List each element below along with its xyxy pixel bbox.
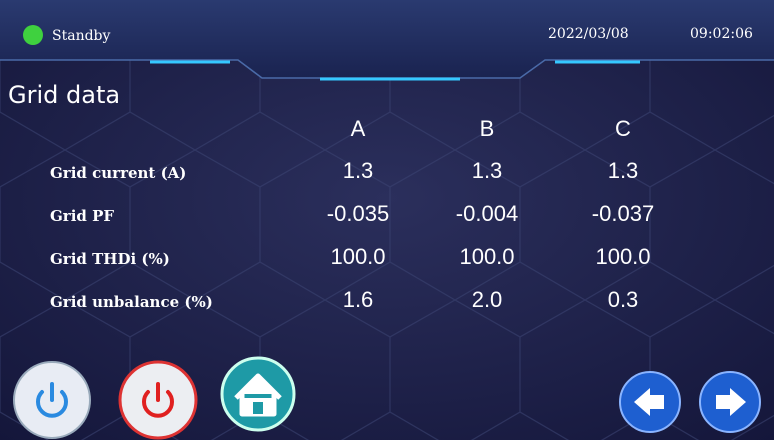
column-header: B: [480, 116, 495, 141]
cell-value: -0.035: [327, 201, 389, 226]
cell-value: -0.037: [592, 201, 654, 226]
date: 2022/03/08: [548, 26, 629, 42]
row-label: Grid current (A): [50, 164, 186, 182]
cell-value: 100.0: [595, 244, 650, 269]
cell-value: -0.004: [456, 201, 518, 226]
cell-value: 1.6: [343, 287, 374, 312]
cell-value: 100.0: [330, 244, 385, 269]
column-header: A: [351, 116, 366, 141]
next-button[interactable]: [699, 371, 761, 433]
status-indicator: [23, 25, 43, 45]
home-button[interactable]: [220, 356, 296, 432]
row-label: Grid unbalance (%): [50, 293, 213, 311]
power-on-button[interactable]: [13, 361, 91, 439]
cell-value: 0.3: [608, 287, 639, 312]
cell-value: 1.3: [608, 158, 639, 183]
cell-value: 2.0: [472, 287, 503, 312]
cell-value: 1.3: [343, 158, 374, 183]
cell-value: 100.0: [459, 244, 514, 269]
power-off-button[interactable]: [118, 360, 198, 440]
row-label: Grid THDi (%): [50, 250, 170, 268]
row-label: Grid PF: [50, 207, 114, 225]
status-label: Standby: [52, 28, 111, 44]
cell-value: 1.3: [472, 158, 503, 183]
column-header: C: [615, 116, 631, 141]
data-table: A B C Grid current (A) 1.3 1.3 1.3 Grid PF -0.03…: [50, 116, 654, 312]
screen-title: Grid data: [8, 81, 120, 109]
status-bar: [0, 0, 774, 78]
previous-button[interactable]: [619, 371, 681, 433]
time: 09:02:06: [690, 26, 753, 42]
